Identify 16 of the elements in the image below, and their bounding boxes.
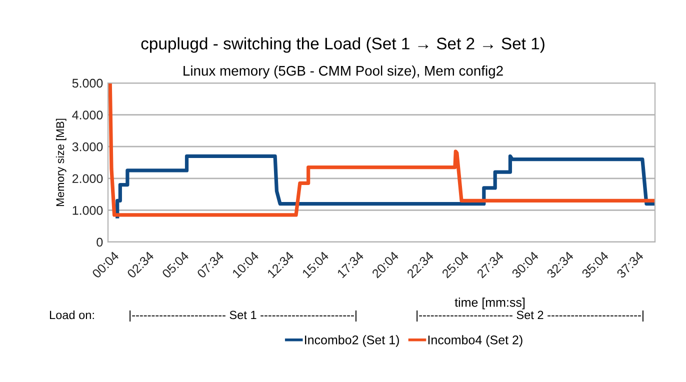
text: |------------------------ Set 2 ------------------------| <box>416 310 644 322</box>
y-tick-label: 1.000 <box>72 206 103 215</box>
y-tick-label: 4.000 <box>72 110 103 120</box>
y-tick-label: 5.000 <box>72 78 103 88</box>
y-axis-title: Memory size [MB] <box>56 118 66 206</box>
line-series <box>116 154 655 218</box>
chart-title: cpuplugd - switching the Load (Set 1 → Set 2 → Set 1) <box>141 37 544 53</box>
legend-label: Incombo2 (Set 1) <box>305 335 399 347</box>
text: |------------------------ Set 1 ------------------------| <box>130 310 356 322</box>
y-tick-label: 0 <box>96 238 103 247</box>
legend-label: Incombo4 (Set 2) <box>428 335 522 347</box>
y-tick-label: 3.000 <box>72 142 103 152</box>
chart-subtitle: Linux memory (5GB - CMM Pool size), Mem config2 <box>184 66 503 78</box>
y-tick-label: 2.000 <box>72 174 103 184</box>
x-axis-title: time [mm:ss] <box>454 298 525 310</box>
text: Load on: <box>50 310 94 320</box>
